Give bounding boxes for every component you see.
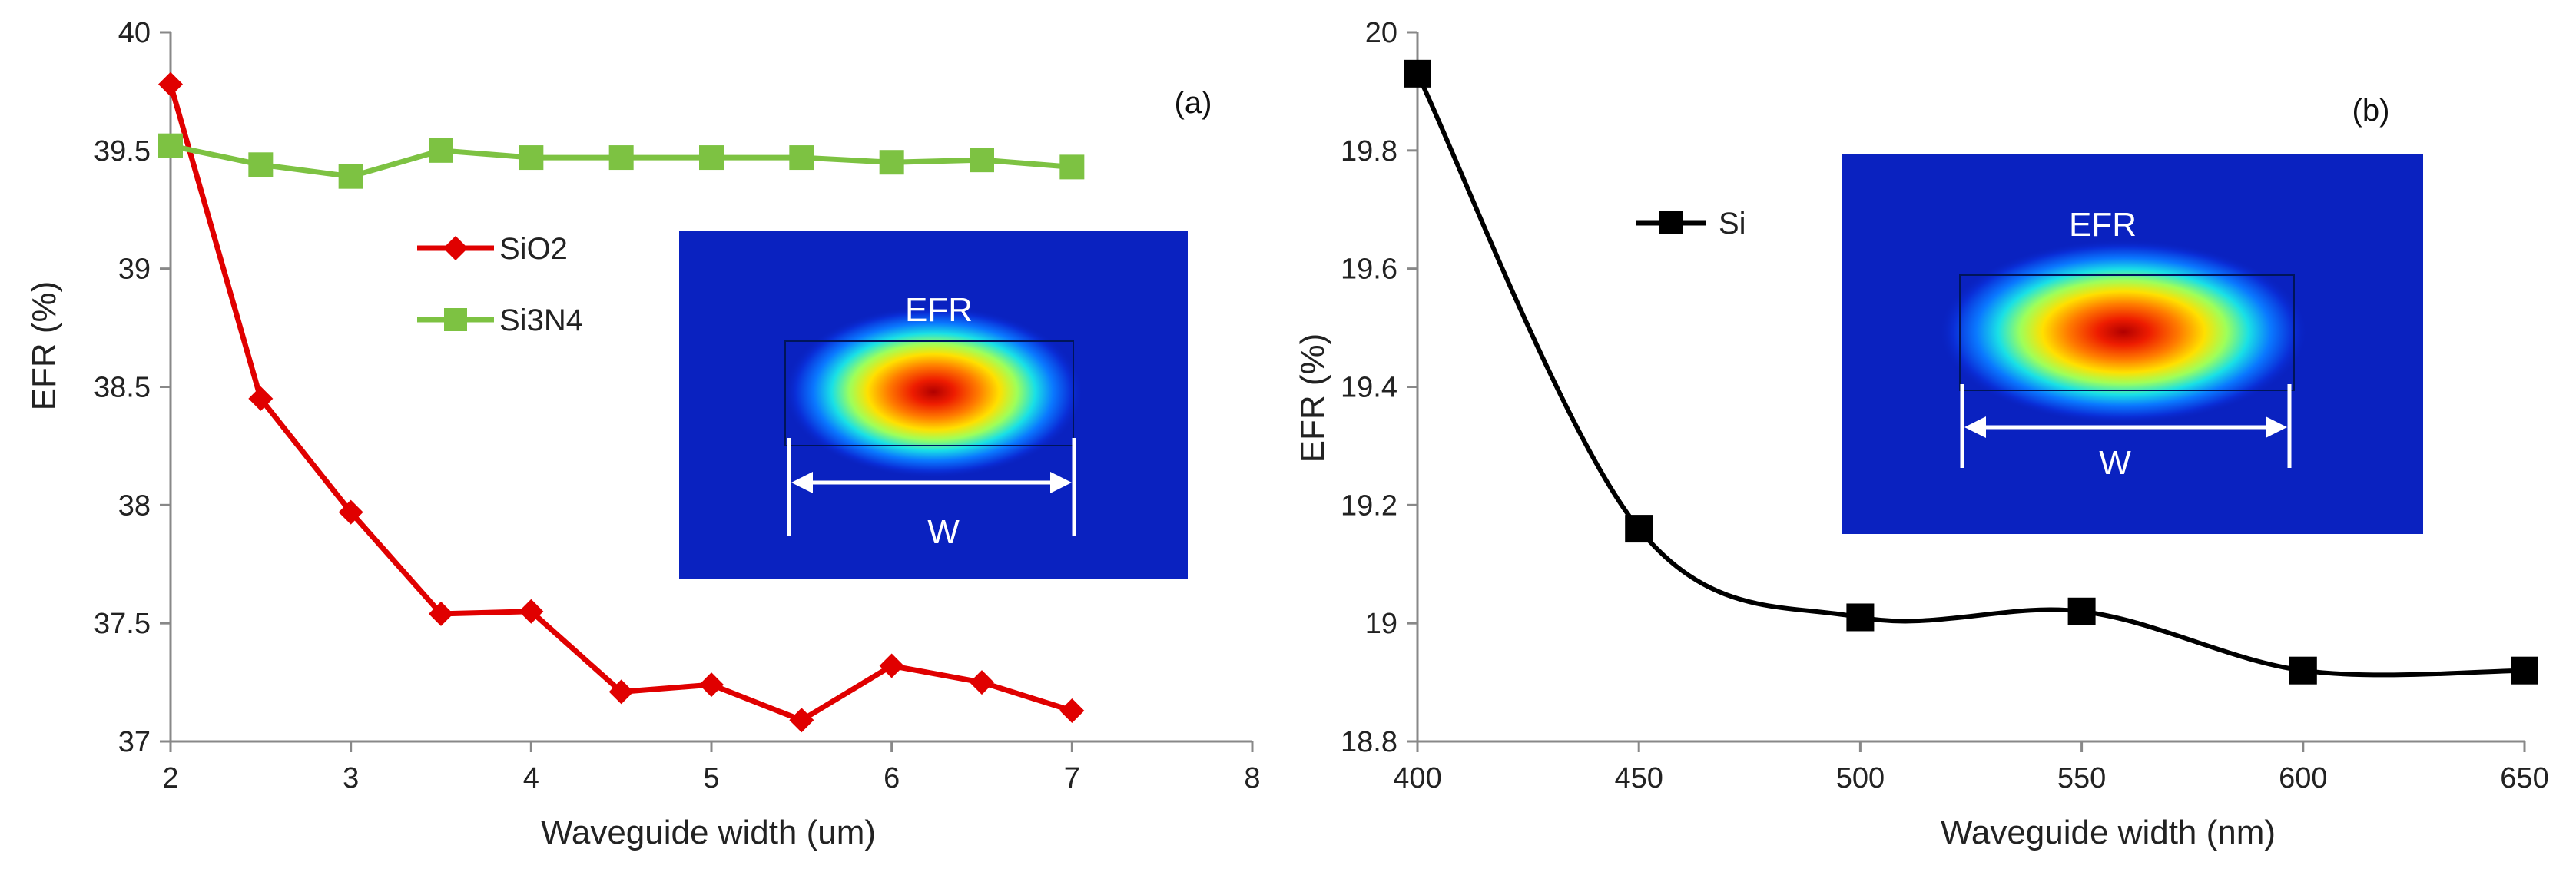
x-tick-label: 6 [884,762,900,794]
series-si3n4-point [1059,154,1085,180]
series-si3n4-point [970,148,994,173]
legend-si-label: Si [1719,207,1746,240]
x-tick-label: 2 [162,762,178,794]
inset-b-arrow-right [2266,416,2287,438]
y-tick-label: 37 [118,726,151,758]
series-sio2-point [1059,698,1085,724]
series-si-point [1404,59,1431,88]
series-si3n4-point [879,150,904,175]
series-sio2-point [699,672,724,698]
series-si3n4-point [429,138,453,163]
x-tick-label: 650 [2500,762,2548,794]
x-tick-label: 3 [343,762,359,794]
series-si3n4-point [789,145,814,171]
inset-a-efr-label: EFR [905,291,973,329]
series-si-point [2067,597,2096,625]
y-tick-label: 19.4 [1341,372,1397,404]
series-sio2-point [879,653,904,678]
legend-sio2-label: SiO2 [499,232,568,266]
chart-a-y-axis-title: EFR (%) [25,281,63,411]
series-si3n4-point [699,145,724,171]
series-si-point [2289,656,2317,685]
panel-a-label: (a) [1175,86,1212,120]
y-tick-label: 19 [1365,608,1397,640]
series-sio2-point [429,601,453,626]
series-si3n4-point [248,152,274,177]
chart-a-y-ticks: 37 37.5 38 38.5 39 39.5 40 [94,17,171,758]
chart-a-x-ticks: 2 3 4 5 6 7 8 [162,741,1261,794]
chart-b-inset-mode-profile: EFR W [1842,154,2423,534]
chart-b-x-ticks: 400 450 500 550 600 650 [1393,741,2549,794]
legend-si-marker [1659,211,1683,234]
x-tick-label: 8 [1244,762,1260,794]
y-tick-label: 39 [118,254,151,286]
x-tick-label: 400 [1393,762,1441,794]
y-tick-label: 19.2 [1341,489,1397,522]
y-tick-label: 38 [118,489,151,522]
chart-b-x-axis-title: Waveguide width (nm) [1941,814,2276,851]
legend-si3n4-marker [444,308,467,331]
y-tick-label: 19.8 [1341,135,1397,167]
series-si3n4-point [338,164,363,189]
series-sio2-point [608,679,634,705]
inset-a-arrow-right [1050,472,1072,493]
inset-b-arrow-left [1964,416,1986,438]
inset-b-waveguide-outline [1959,274,2295,391]
legend-si3n4-label: Si3N4 [499,303,583,337]
x-tick-label: 5 [703,762,719,794]
series-si3n4-point [608,145,634,171]
legend-sio2-marker [443,236,468,260]
inset-b-mode-field [1939,240,2308,424]
y-tick-label: 40 [118,17,151,49]
series-sio2-point [789,708,814,733]
chart-b: 18.8 19 19.2 19.4 19.6 19.8 20 400 450 500 550 600… [1294,17,2549,851]
inset-a-mode-field [784,306,1083,478]
series-sio2-point [970,670,994,695]
x-tick-label: 7 [1064,762,1080,794]
series-sio2-point [519,599,544,624]
chart-b-y-ticks: 18.8 19 19.2 19.4 19.6 19.8 20 [1341,17,1417,758]
chart-b-legend: Si [1636,207,1746,240]
chart-a-series [158,71,1085,733]
chart-a-legend: SiO2 Si3N4 [417,232,583,337]
y-tick-label: 37.5 [94,608,151,640]
series-si-point [1625,515,1653,543]
y-tick-label: 20 [1365,17,1397,49]
inset-a-arrow-left [791,472,813,493]
chart-a-inset-mode-profile: EFR W [679,231,1188,579]
chart-b-y-axis-title: EFR (%) [1294,333,1331,463]
series-si-point [2511,656,2538,685]
chart-b-series [1404,59,2538,685]
inset-b-width-label: W [2099,444,2131,482]
series-si3n4-point [158,133,183,158]
chart-a: 37 37.5 38 38.5 39 39.5 40 2 3 4 5 6 7 8 EFR W SiO2 … [25,17,1261,851]
y-tick-label: 39.5 [94,135,151,167]
x-tick-label: 600 [2279,762,2327,794]
y-tick-label: 19.6 [1341,254,1397,286]
inset-a-waveguide-outline [784,340,1074,446]
series-si-point [1846,603,1875,632]
y-tick-label: 38.5 [94,372,151,404]
x-tick-label: 550 [2057,762,2106,794]
series-sio2-point [338,499,363,525]
series-sio2-point [158,71,183,97]
inset-a-width-label: W [927,513,960,551]
inset-b-efr-label: EFR [2069,206,2137,244]
series-si3n4-point [519,145,544,171]
chart-a-x-axis-title: Waveguide width (um) [541,814,876,851]
x-tick-label: 450 [1614,762,1663,794]
x-tick-label: 500 [1836,762,1885,794]
x-tick-label: 4 [523,762,539,794]
panel-b-label: (b) [2352,94,2390,128]
y-tick-label: 18.8 [1341,726,1397,758]
series-sio2-point [248,386,274,411]
